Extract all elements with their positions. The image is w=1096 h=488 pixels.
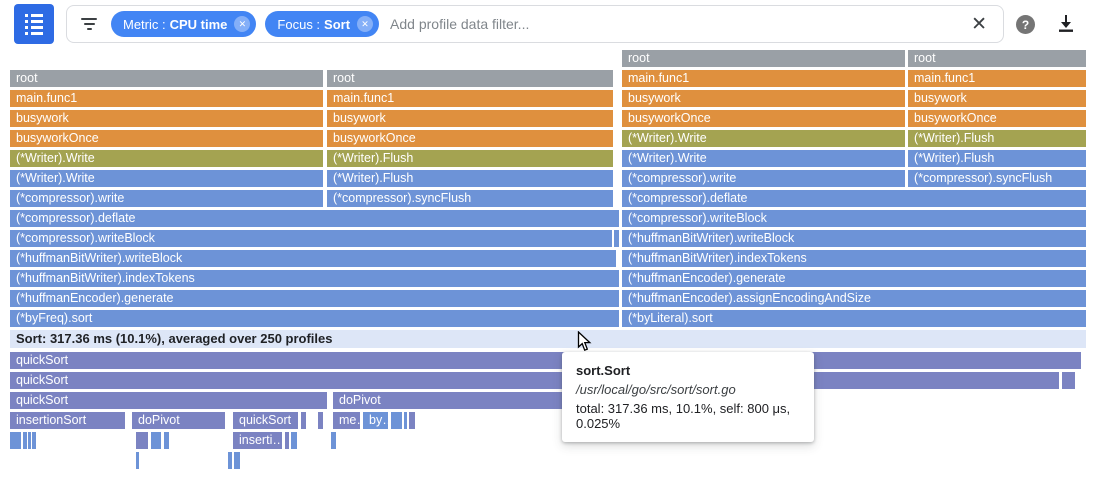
flame-frame-compressor-syncflush[interactable]: (*compressor).syncFlush: [327, 190, 613, 207]
flame-frame-quicksort[interactable]: quickSort: [10, 392, 327, 409]
selected-frame-banner[interactable]: Sort: 317.36 ms (10.1%), averaged over 2…: [10, 330, 1086, 348]
flame-frame-huffmanencoder-assignencodingandsize[interactable]: (*huffmanEncoder).assignEncodingAndSize: [622, 290, 1086, 307]
flame-frame-compressor-deflate[interactable]: (*compressor).deflate: [10, 210, 619, 227]
filter-list-icon: [81, 18, 97, 30]
flame-frame[interactable]: [136, 452, 139, 469]
flame-frame[interactable]: [151, 432, 161, 449]
chip-prefix: Focus :: [277, 16, 321, 32]
flame-frame-root[interactable]: root: [622, 50, 905, 67]
chip-value: Sort: [324, 16, 351, 32]
flame-frame-by[interactable]: by…: [363, 412, 388, 429]
flame-frame-huffmanbitwriter-writeblock[interactable]: (*huffmanBitWriter).writeBlock: [622, 230, 1086, 247]
flame-frame[interactable]: [301, 412, 306, 429]
flame-frame-compressor-writeblock[interactable]: (*compressor).writeBlock: [622, 210, 1086, 227]
tooltip-stats: total: 317.36 ms, 10.1%, self: 800 μs, 0…: [576, 401, 791, 431]
flame-frame[interactable]: [331, 432, 336, 449]
filter-chip-metric[interactable]: Metric : CPU time ✕: [111, 11, 257, 37]
list-icon: [25, 13, 43, 35]
flame-frame[interactable]: [404, 412, 407, 429]
flame-frame-main-func1[interactable]: main.func1: [622, 70, 905, 87]
flame-frame-compressor-writeblock[interactable]: (*compressor).writeBlock: [10, 230, 612, 247]
flame-frame-dopivot[interactable]: doPivot: [132, 412, 225, 429]
flame-frame-main-func1[interactable]: main.func1: [10, 90, 323, 107]
profile-filter-bar[interactable]: Metric : CPU time ✕ Focus : Sort ✕ Add p…: [66, 5, 1004, 43]
flame-frame-compressor-write[interactable]: (*compressor).write: [622, 170, 905, 187]
flame-frame-busywork[interactable]: busywork: [10, 110, 323, 127]
flame-frame-writer-flush[interactable]: (*Writer).Flush: [908, 130, 1086, 147]
frame-tooltip: sort.Sort /usr/local/go/src/sort/sort.go…: [562, 352, 814, 442]
flame-frame[interactable]: [291, 432, 297, 449]
chip-prefix: Metric :: [123, 16, 166, 32]
flame-frame[interactable]: [285, 432, 289, 449]
flame-frame-writer-flush[interactable]: (*Writer).Flush: [908, 150, 1086, 167]
tooltip-source-path: /usr/local/go/src/sort/sort.go: [576, 382, 736, 397]
flame-frame-insertionsort[interactable]: insertionSort: [10, 412, 125, 429]
flame-frame[interactable]: [28, 432, 31, 449]
flame-frame-writer-write[interactable]: (*Writer).Write: [622, 130, 905, 147]
flame-frame[interactable]: [234, 452, 240, 469]
flame-frame-huffmanencoder-generate[interactable]: (*huffmanEncoder).generate: [10, 290, 619, 307]
chip-remove-icon[interactable]: ✕: [234, 16, 251, 32]
flame-frame-root[interactable]: root: [327, 70, 613, 87]
flame-frame-huffmanbitwriter-indextokens[interactable]: (*huffmanBitWriter).indexTokens: [10, 270, 619, 287]
flame-frame-me[interactable]: me…: [333, 412, 360, 429]
flame-frame-busyworkonce[interactable]: busyworkOnce: [327, 130, 613, 147]
flame-frame-quicksort[interactable]: quickSort: [233, 412, 298, 429]
flame-frame[interactable]: [228, 452, 232, 469]
flame-frame-compressor-deflate[interactable]: (*compressor).deflate: [622, 190, 1086, 207]
flame-frame[interactable]: [614, 230, 619, 247]
flame-frame-writer-write[interactable]: (*Writer).Write: [622, 150, 905, 167]
flame-frame-byfreq-sort[interactable]: (*byFreq).sort: [10, 310, 619, 327]
flame-frame[interactable]: [391, 412, 402, 429]
filter-input-placeholder[interactable]: Add profile data filter...: [390, 16, 530, 32]
flame-frame-busyworkonce[interactable]: busyworkOnce: [10, 130, 323, 147]
flame-frame-huffmanbitwriter-writeblock[interactable]: (*huffmanBitWriter).writeBlock: [10, 250, 616, 267]
chip-value: CPU time: [169, 16, 228, 32]
clear-filters-icon[interactable]: ✕: [971, 13, 987, 35]
flame-frame-main-func1[interactable]: main.func1: [327, 90, 613, 107]
flame-frame[interactable]: [32, 432, 36, 449]
download-icon[interactable]: [1056, 13, 1076, 33]
flame-frame-writer-write[interactable]: (*Writer).Write: [10, 170, 323, 187]
flame-frame-main-func1[interactable]: main.func1: [908, 70, 1086, 87]
flame-frame[interactable]: [136, 432, 148, 449]
flame-frame-writer-flush[interactable]: (*Writer).Flush: [327, 150, 613, 167]
flame-frame-inserti[interactable]: inserti…: [233, 432, 282, 449]
flame-frame-busywork[interactable]: busywork: [622, 90, 905, 107]
profile-list-menu-button[interactable]: [14, 4, 54, 44]
flame-frame-compressor-write[interactable]: (*compressor).write: [10, 190, 323, 207]
flame-frame[interactable]: [10, 432, 21, 449]
flame-frame-huffmanencoder-generate[interactable]: (*huffmanEncoder).generate: [622, 270, 1086, 287]
flame-frame-busywork[interactable]: busywork: [327, 110, 613, 127]
help-icon[interactable]: ?: [1016, 15, 1035, 34]
tooltip-function-name: sort.Sort: [576, 363, 631, 378]
flame-frame-busywork[interactable]: busywork: [908, 90, 1086, 107]
flame-frame[interactable]: [1062, 372, 1075, 389]
flame-frame-busyworkonce[interactable]: busyworkOnce: [908, 110, 1086, 127]
chip-remove-icon[interactable]: ✕: [357, 16, 374, 32]
flame-frame-root[interactable]: root: [10, 70, 323, 87]
flame-frame-quicksort[interactable]: quickSort: [10, 372, 1059, 389]
flame-frame-writer-flush[interactable]: (*Writer).Flush: [327, 170, 613, 187]
flame-frame-quicksort[interactable]: quickSort: [10, 352, 1081, 369]
flame-frame-compressor-syncflush[interactable]: (*compressor).syncFlush: [908, 170, 1086, 187]
flame-frame[interactable]: [409, 412, 415, 429]
flame-frame[interactable]: [23, 432, 27, 449]
flame-frame[interactable]: [318, 412, 323, 429]
filter-chip-focus[interactable]: Focus : Sort ✕: [265, 11, 380, 37]
flame-frame-writer-write[interactable]: (*Writer).Write: [10, 150, 323, 167]
flame-frame-byliteral-sort[interactable]: (*byLiteral).sort: [622, 310, 1086, 327]
flame-frame-busyworkonce[interactable]: busyworkOnce: [622, 110, 905, 127]
flame-frame[interactable]: [164, 432, 169, 449]
flame-frame-root[interactable]: root: [908, 50, 1086, 67]
flame-frame-huffmanbitwriter-indextokens[interactable]: (*huffmanBitWriter).indexTokens: [622, 250, 1086, 267]
